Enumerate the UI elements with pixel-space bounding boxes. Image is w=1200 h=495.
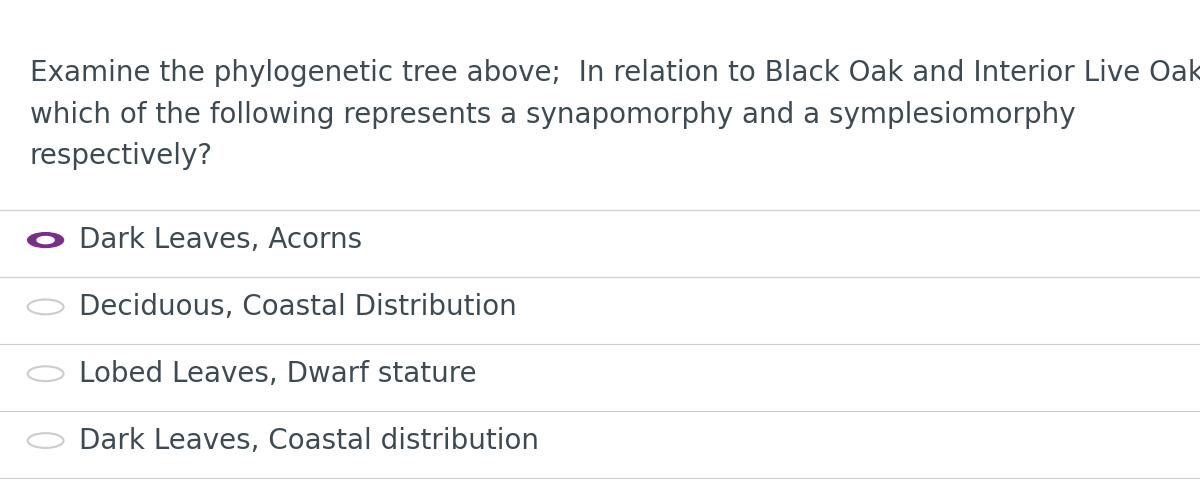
Circle shape (28, 233, 64, 248)
Text: Dark Leaves, Coastal distribution: Dark Leaves, Coastal distribution (79, 427, 539, 454)
Text: Lobed Leaves, Dwarf stature: Lobed Leaves, Dwarf stature (79, 360, 476, 388)
Circle shape (37, 237, 54, 244)
Text: Examine the phylogenetic tree above;  In relation to Black Oak and Interior Live: Examine the phylogenetic tree above; In … (30, 59, 1200, 170)
Text: Deciduous, Coastal Distribution: Deciduous, Coastal Distribution (79, 293, 517, 321)
Text: Dark Leaves, Acorns: Dark Leaves, Acorns (79, 226, 362, 254)
